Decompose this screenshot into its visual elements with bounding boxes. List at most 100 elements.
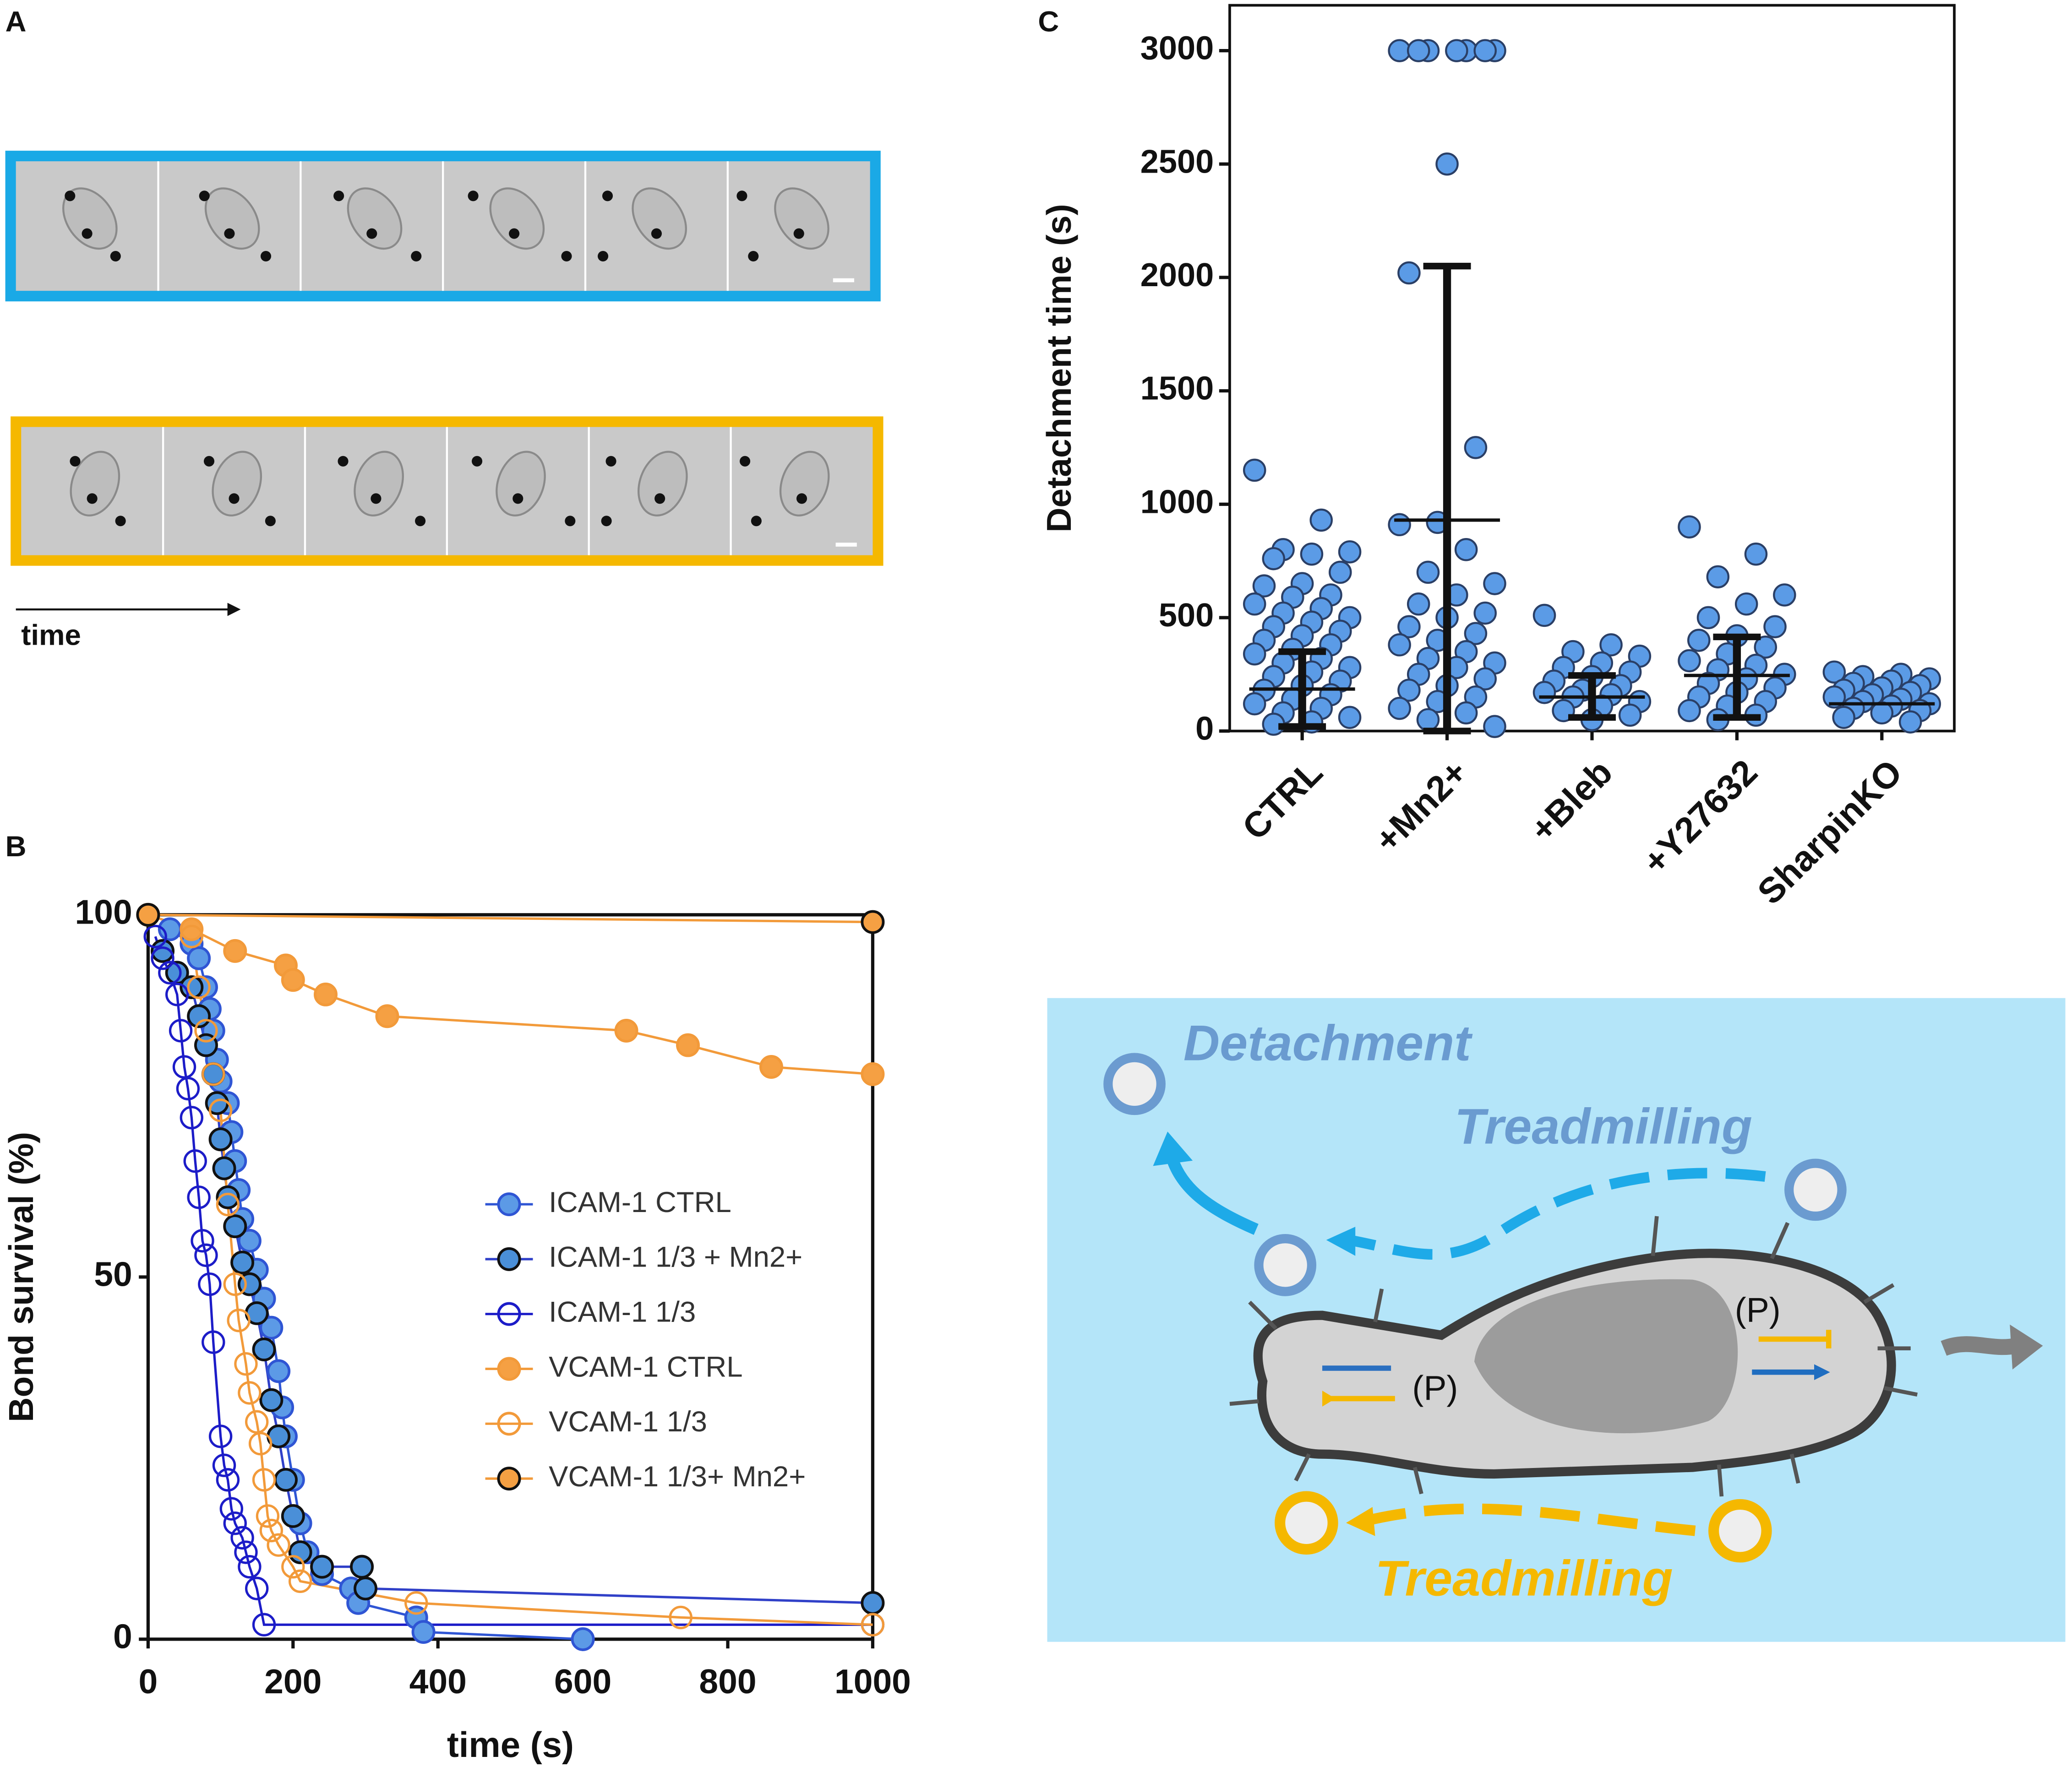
y-axis-label: Detachment time (s) <box>1040 204 1078 532</box>
bead <box>1103 1053 1166 1115</box>
micrograph-strips <box>5 151 883 566</box>
cell-outline <box>638 451 688 517</box>
data-point <box>1754 635 1778 659</box>
panel-label: C <box>1038 6 1059 38</box>
data-point <box>252 1338 276 1362</box>
data-point <box>256 1504 280 1528</box>
data-point <box>1464 622 1488 645</box>
bead-dot <box>371 493 382 504</box>
plot-frame <box>146 913 875 1641</box>
nucleus <box>1474 1279 1738 1434</box>
cell-outline <box>70 451 120 517</box>
data-point <box>223 939 247 963</box>
mechanism-diagram: Detachment Treadmilling Treadmilling (P)… <box>1047 998 2066 1642</box>
data-point <box>1898 710 1922 734</box>
bead-dot <box>199 190 210 201</box>
legend-label: VCAM-1 1/3+ Mn2+ <box>549 1461 806 1493</box>
data-point <box>176 1077 200 1101</box>
x-tick-label: +Mn2+ <box>1367 752 1475 860</box>
data-point <box>759 1055 783 1079</box>
data-point <box>669 1605 692 1630</box>
data-point <box>1407 39 1430 62</box>
arrowhead <box>2010 1324 2043 1370</box>
y-tick-label: 100 <box>75 893 132 931</box>
bead <box>1254 1234 1317 1296</box>
y-tick-label: 0 <box>113 1617 132 1656</box>
bead-dot <box>203 456 215 467</box>
data-point <box>1483 715 1506 738</box>
migration-arrow <box>1941 1336 2018 1356</box>
treadmill-path <box>1347 1168 1766 1260</box>
data-point <box>1252 574 1276 598</box>
data-point <box>238 1381 262 1405</box>
data-point <box>1445 39 1468 62</box>
data-point <box>219 1497 244 1521</box>
data-point <box>411 1620 436 1644</box>
treadmilling-label: Treadmilling <box>1455 1098 1752 1154</box>
data-point <box>614 1018 638 1043</box>
legend-label: VCAM-1 1/3 <box>549 1406 707 1438</box>
data-point <box>1416 560 1440 584</box>
data-point <box>1388 633 1411 657</box>
data-point <box>1678 515 1701 538</box>
y-tick-label: 0 <box>1195 711 1214 747</box>
legend-label: ICAM-1 CTRL <box>549 1186 731 1218</box>
bead-dot <box>338 456 349 467</box>
bead-dot <box>565 516 576 527</box>
data-point <box>1532 681 1556 704</box>
series-line <box>147 913 873 1076</box>
data-point <box>194 1243 218 1267</box>
bead-dot <box>65 190 76 201</box>
bead-dot <box>260 250 272 262</box>
cell-outline <box>774 187 829 250</box>
bead-dot <box>796 493 807 504</box>
x-axis-label: time (s) <box>447 1724 574 1765</box>
data-point <box>238 1555 262 1579</box>
data-point <box>223 1272 247 1296</box>
y-tick-label: 500 <box>1159 597 1214 634</box>
data-point <box>183 1149 207 1173</box>
phospho-label: (P) <box>1735 1291 1781 1329</box>
data-point <box>354 1577 377 1601</box>
bead-dot <box>793 228 804 239</box>
bead <box>1784 1158 1847 1221</box>
data-point <box>676 1033 700 1057</box>
legend-marker <box>497 1357 521 1381</box>
data-point <box>861 910 885 934</box>
data-point <box>216 1192 240 1217</box>
cell-outline <box>632 187 687 250</box>
data-point <box>180 924 204 948</box>
legend-label: VCAM-1 CTRL <box>549 1351 742 1383</box>
data-point <box>143 924 167 948</box>
data-point <box>252 1613 276 1637</box>
data-point <box>1388 39 1411 62</box>
data-point <box>1483 572 1506 595</box>
data-point <box>151 946 174 970</box>
data-point <box>350 1555 374 1579</box>
data-point <box>1744 542 1768 566</box>
data-point <box>1454 538 1478 561</box>
bead-dot <box>229 493 240 504</box>
data-point <box>1473 39 1497 62</box>
legend-label: ICAM-1 1/3 + Mn2+ <box>549 1241 802 1273</box>
x-tick-label: 200 <box>264 1662 322 1701</box>
data-point <box>158 961 182 985</box>
data-point <box>169 1019 193 1043</box>
x-tick-label: 0 <box>139 1662 158 1701</box>
data-point <box>259 1388 284 1412</box>
bead-dot <box>605 456 616 467</box>
data-point <box>1678 649 1701 673</box>
data-point <box>1338 540 1362 564</box>
bead-dot <box>751 516 762 527</box>
data-point <box>165 983 189 1006</box>
legend-label: ICAM-1 1/3 <box>549 1296 696 1328</box>
data-point <box>259 1518 284 1543</box>
bead-dot <box>115 516 126 527</box>
cell-outline <box>204 187 260 250</box>
legend-marker <box>497 1412 521 1436</box>
bead-dot <box>265 516 276 527</box>
data-point <box>180 917 204 941</box>
data-point <box>281 1555 305 1579</box>
cell-outline <box>779 451 830 517</box>
